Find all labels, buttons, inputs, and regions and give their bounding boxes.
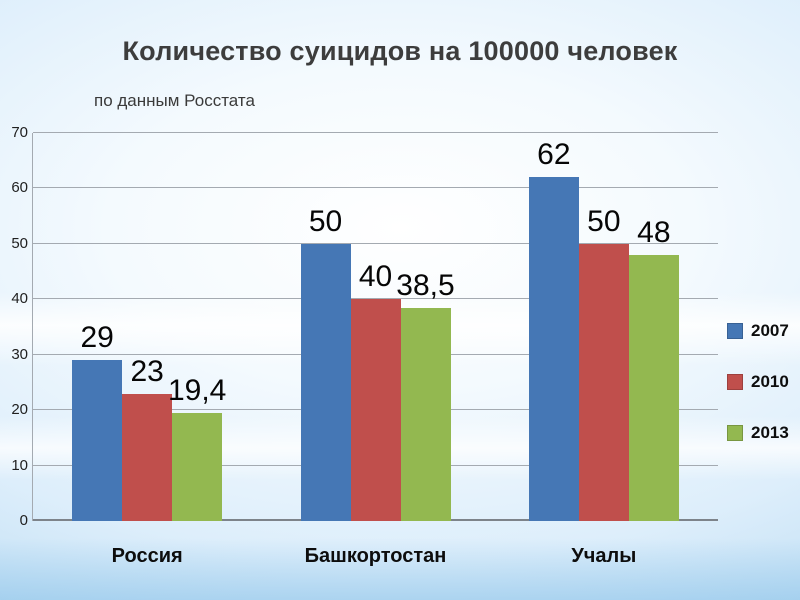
bar xyxy=(628,254,679,521)
gridline xyxy=(33,242,718,244)
bar-value-label: 38,5 xyxy=(396,268,455,302)
bar xyxy=(172,413,223,521)
plot-area: 0 10 20 30 40 50 60 70 29 23 19,4 Россия 50 40 38,5 Баш… xyxy=(11,124,718,567)
bar xyxy=(528,177,579,521)
y-axis-tick-label: 60 xyxy=(11,179,28,197)
y-axis-tick-label: 10 xyxy=(11,456,28,474)
bar xyxy=(350,299,401,521)
bar-value-label: 40 xyxy=(358,260,393,294)
y-axis-tick-label: 0 xyxy=(19,512,28,529)
bar-value-label: 50 xyxy=(587,204,621,238)
bar-value-label: 29 xyxy=(80,321,114,355)
legend-item: 2013 xyxy=(727,423,789,443)
chart-subtitle: по данным Росстата xyxy=(94,91,255,110)
bar xyxy=(300,243,351,521)
category-label: Башкортостан xyxy=(304,545,447,567)
category-label: Учалы xyxy=(571,545,637,567)
y-axis-tick-label: 70 xyxy=(11,124,28,141)
gridline xyxy=(33,298,718,300)
legend-swatch xyxy=(727,425,743,441)
bar-value-label: 19,4 xyxy=(167,374,227,408)
legend-item: 2007 xyxy=(727,321,789,341)
bar-value-label: 23 xyxy=(130,354,164,388)
legend-item: 2010 xyxy=(727,372,789,392)
bar xyxy=(400,307,451,521)
bar-value-label: 50 xyxy=(308,204,343,238)
chart-legend: 2007 2010 2013 xyxy=(727,321,789,474)
y-axis-tick-label: 30 xyxy=(11,345,28,363)
bar xyxy=(72,360,123,521)
bar-value-label: 48 xyxy=(637,215,671,249)
legend-label: 2013 xyxy=(751,423,789,442)
y-axis-tick-label: 20 xyxy=(11,401,28,419)
legend-swatch xyxy=(727,374,743,390)
bar xyxy=(122,393,173,521)
chart-title: Количество суицидов на 100000 человек xyxy=(122,36,678,66)
y-axis-tick-label: 50 xyxy=(11,234,28,252)
legend-label: 2007 xyxy=(751,321,789,340)
bar xyxy=(578,243,629,521)
y-axis-tick-label: 40 xyxy=(11,290,28,308)
gridline xyxy=(33,187,718,189)
bar-value-label: 62 xyxy=(537,138,571,172)
legend-swatch xyxy=(727,323,743,339)
category-label: Россия xyxy=(111,545,183,567)
legend-label: 2010 xyxy=(751,372,789,391)
gridline xyxy=(33,132,718,133)
